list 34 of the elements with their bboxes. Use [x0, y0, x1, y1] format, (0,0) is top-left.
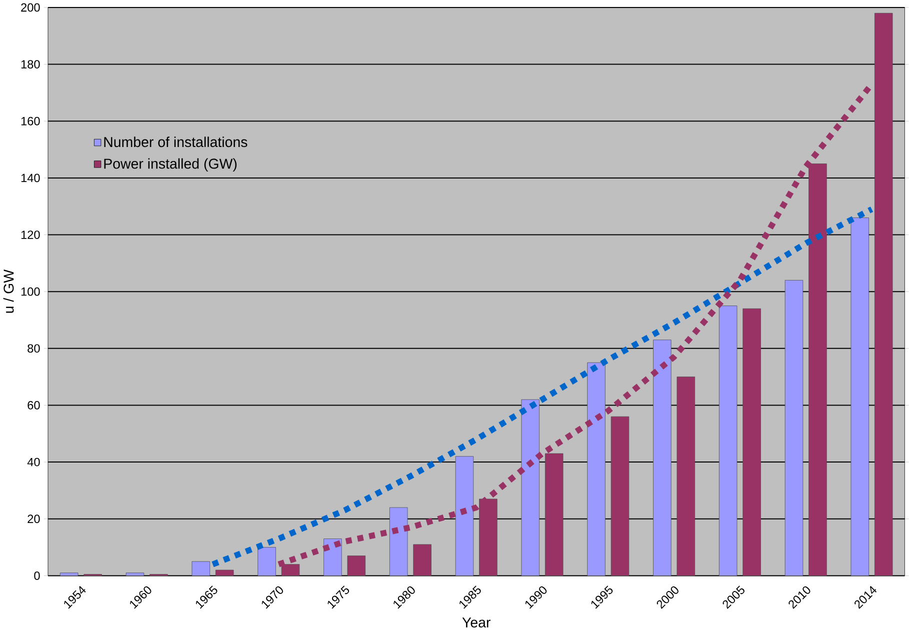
y-tick-label: 20 — [28, 514, 40, 524]
y-tick-label: 80 — [28, 344, 40, 353]
bar — [126, 572, 144, 576]
y-tick-label: 40 — [27, 458, 40, 466]
bar — [874, 13, 893, 576]
bar — [413, 544, 432, 576]
y-tick-label: 120 — [21, 230, 40, 240]
y-tick-label: 180 — [21, 60, 40, 69]
bar — [850, 218, 870, 576]
y-tick-label: 200 — [21, 3, 40, 12]
bar — [610, 416, 630, 576]
bar — [587, 362, 606, 576]
bar — [742, 308, 761, 576]
y-tick-label: 60 — [28, 401, 40, 410]
bar — [784, 280, 804, 576]
bar — [192, 561, 210, 576]
x-axis-title: Year — [462, 618, 490, 628]
bar — [455, 456, 474, 576]
bar — [718, 306, 738, 576]
bar — [347, 556, 366, 576]
legend-label: Number of installations — [104, 136, 248, 148]
bar — [389, 507, 408, 576]
y-tick-label: 160 — [21, 117, 40, 126]
bar — [676, 376, 696, 576]
bar — [60, 572, 78, 576]
y-tick-label: 100 — [21, 288, 40, 296]
bar — [258, 547, 276, 576]
y-tick-label: 0 — [34, 572, 40, 580]
bar — [215, 570, 234, 576]
y-axis-title: u / GW — [3, 270, 14, 313]
bar — [653, 340, 672, 576]
y-tick-label: 140 — [21, 174, 40, 182]
bar — [521, 399, 540, 576]
legend-label: Power installed (GW) — [104, 158, 237, 172]
